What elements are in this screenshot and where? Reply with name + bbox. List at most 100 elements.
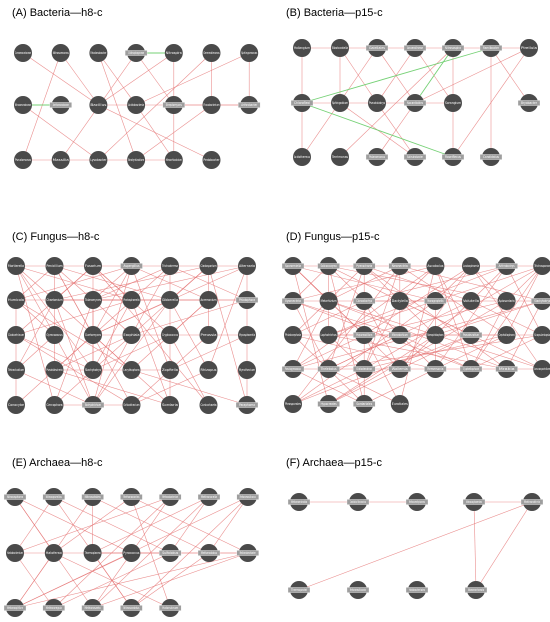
panel-e-positive-edge-16 xyxy=(92,496,210,609)
panel-f-node-label-1-2: Halobacteriales xyxy=(409,588,425,592)
panel-a-node-label-2-0: Pseudomonas xyxy=(15,158,31,162)
panel-e-positive-edge-20 xyxy=(131,496,249,609)
panel-d-node-label-box-4-1 xyxy=(317,401,340,407)
panel-e-node-label-1-6: Methanobrevibacter xyxy=(240,551,256,555)
panel-c-positive-edge-21 xyxy=(92,265,132,336)
panel-c-node-label-3-1: Pseudallescheria xyxy=(47,368,63,372)
panel-c-positive-edge-72 xyxy=(169,334,248,371)
panel-e-positive-edge-14 xyxy=(14,496,171,554)
panel-f-node-label-1-3: Woesearchaeota xyxy=(468,588,484,592)
panel-c-positive-edge-26 xyxy=(131,265,171,336)
panel-f-node-label-0-2: Methanomethylovorans xyxy=(409,500,425,504)
panel-b-node-label-2-0: Acidothermus xyxy=(294,155,310,159)
panel-b-node-label-1-0: Chloroflexi xyxy=(294,101,310,105)
panel-d-node-label-box-3-3 xyxy=(388,366,411,372)
panel-b-positive-edge-11 xyxy=(414,47,530,104)
panel-c-title: (C) Fungus—h8-c xyxy=(12,231,100,243)
panel-d-positive-edge-43 xyxy=(364,265,543,370)
panel-c-positive-edge-30 xyxy=(54,265,209,301)
panel-f-node-label-box-1-1 xyxy=(346,587,370,593)
panel-b-node-label-box-0-2 xyxy=(365,45,389,51)
panel-b-node-0-1 xyxy=(331,39,349,57)
panel-c-node-label-1-5: Acremonium xyxy=(201,298,217,302)
panel-a-node-1-5 xyxy=(202,96,221,114)
panel-a-positive-edge-5 xyxy=(98,52,174,106)
panel-e-node-label-box-2-2 xyxy=(81,605,104,611)
panel-d-node-label-4-3: Eurotiales xyxy=(392,402,408,406)
panel-e-node-label-box-0-5 xyxy=(197,494,221,500)
panel-e-node-label-box-0-1 xyxy=(42,494,65,500)
panel-c-node-label-3-0: Tetracladium xyxy=(7,368,24,372)
panel-a-node-label-1-4: Streptomyces xyxy=(166,103,182,107)
panel-c-node-0-1 xyxy=(45,257,64,275)
panel-c-node-4-3 xyxy=(122,396,141,414)
panel-e-node-label-box-1-5 xyxy=(197,550,221,556)
panel-a-node-label-1-3: Acidobacteria xyxy=(128,103,144,107)
panel-b-negative-edge-0 xyxy=(301,47,492,104)
panel-e-node-label-0-1: Nitrosopumilus xyxy=(46,495,62,499)
panel-d-node-1-5 xyxy=(462,292,480,310)
panel-d-node-label-1-0: Ilyonectria xyxy=(285,299,301,303)
panel-d-positive-edge-57 xyxy=(328,300,436,336)
panel-d-node-label-box-4-2 xyxy=(353,401,376,407)
panel-d-positive-edge-45 xyxy=(292,300,400,336)
panel-a-positive-edge-2 xyxy=(98,52,137,106)
panel-d-node-label-box-0-0 xyxy=(281,263,305,269)
panel-d-node-2-4 xyxy=(426,326,445,344)
panel-a-positive-edge-18 xyxy=(135,104,212,161)
panel-c-node-label-2-3: Exophiala xyxy=(124,333,140,337)
panel-e-node-label-0-5: Methanocella xyxy=(201,495,217,499)
panel-b-node-label-box-1-3 xyxy=(403,100,427,106)
panel-f-node-label-box-0-2 xyxy=(405,499,429,505)
panel-d-node-label-2-5: Pseudeurotium xyxy=(463,333,479,337)
panel-c-node-label-box-4-2 xyxy=(81,402,105,408)
panel-b-network: Haliangium Blastocatella Gaiellales Anaerol… xyxy=(290,39,541,166)
panel-d-positive-edge-76 xyxy=(328,334,400,370)
panel-c-node-3-1 xyxy=(45,361,64,379)
panel-b-positive-edge-8 xyxy=(339,47,454,158)
panel-c-node-label-4-2: Botryotrichum xyxy=(85,403,101,407)
panel-d-node-label-0-7: Trichosporon xyxy=(533,264,550,268)
panel-d-node-label-3-6: Mrakia xyxy=(499,367,515,371)
panel-a-node-label-0-5: Gemmatimonas xyxy=(204,51,220,55)
panel-d-positive-edge-89 xyxy=(364,368,436,405)
panel-d-positive-edge-22 xyxy=(363,265,401,370)
panel-d-positive-edge-36 xyxy=(364,265,507,302)
panel-c-node-label-2-5: Preussia xyxy=(201,333,217,337)
panel-f-positive-edge-2 xyxy=(473,501,477,591)
panel-c-node-label-3-2: Stachybotrys xyxy=(85,368,101,372)
panel-a-node-0-1 xyxy=(51,44,70,62)
panel-d-node-label-box-2-3 xyxy=(388,332,411,338)
panel-e-node-label-1-2: Thermoplasma xyxy=(84,551,101,555)
panel-c-node-3-4 xyxy=(161,361,179,379)
panel-c-positive-edge-37 xyxy=(208,265,248,371)
panel-e-node-label-box-0-2 xyxy=(81,494,104,500)
panel-d-positive-edge-44 xyxy=(470,265,543,370)
panel-b-node-label-box-2-4 xyxy=(441,154,465,160)
panel-a-node-2-2 xyxy=(89,151,108,169)
panel-d-node-label-box-1-7 xyxy=(531,298,550,304)
panel-b-title: (B) Bacteria—p15-c xyxy=(286,7,383,19)
panel-a-positive-edge-17 xyxy=(98,52,212,161)
panel-c-node-label-3-5: Rhizopus xyxy=(201,368,217,372)
panel-e-positive-edge-18 xyxy=(208,496,249,554)
panel-c-node-1-3 xyxy=(122,291,141,309)
panel-a-node-label-1-1: Xanthomonadaceae xyxy=(53,103,69,107)
panel-f-node-label-0-4: Methanothrix xyxy=(524,500,540,504)
panel-b-node-label-2-4: Roseiflexus xyxy=(445,155,461,159)
panel-b-node-2-0 xyxy=(293,148,311,166)
panel-c-node-3-0 xyxy=(7,361,25,379)
panel-f-node-label-box-1-0 xyxy=(287,587,311,593)
panel-d-node-label-2-2: Purpureocillium xyxy=(356,333,372,337)
panel-d-node-label-3-0: Pseudogymnoascus xyxy=(285,367,301,371)
panel-b-node-label-1-3: Nocardioides xyxy=(407,101,423,105)
panel-d-positive-edge-59 xyxy=(292,300,436,405)
panel-d-positive-edge-65 xyxy=(328,300,507,405)
panel-a-node-label-1-0: Nitrosomonadaceae xyxy=(15,103,31,107)
panel-e-node-label-1-1: Haloferax xyxy=(46,551,62,555)
panel-e-node-label-box-2-0 xyxy=(3,605,27,611)
panel-d-node-label-0-1: Solicoccozyma xyxy=(321,264,337,268)
panel-d-node-label-0-4: Ascobolus xyxy=(427,264,443,268)
panel-a-node-1-3 xyxy=(127,96,146,114)
panel-a-positive-edge-4 xyxy=(135,52,175,106)
